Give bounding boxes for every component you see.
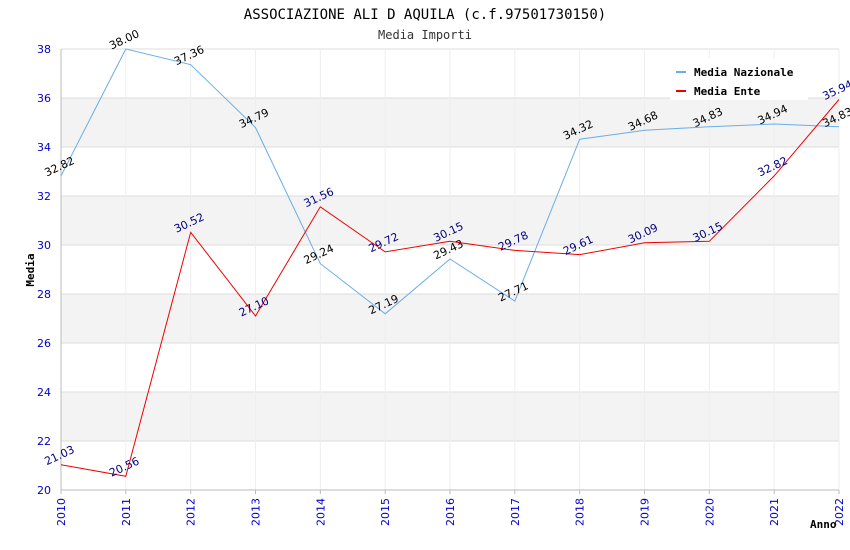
legend: Media Nazionale Media Ente — [670, 58, 808, 100]
y-tick-22: 22 — [37, 435, 51, 448]
x-tick-2017: 2017 — [509, 498, 522, 526]
y-tick-30: 30 — [37, 239, 51, 252]
y-tick-20: 20 — [37, 484, 51, 497]
x-tick-2022: 2022 — [833, 498, 846, 526]
chart-title: ASSOCIAZIONE ALI D AQUILA (c.f.975017301… — [244, 7, 606, 23]
x-axis-label: Anno — [810, 518, 837, 531]
x-tick-2012: 2012 — [185, 498, 198, 526]
legend-label-media-nazionale: Media Nazionale — [694, 66, 794, 79]
x-tick-2019: 2019 — [639, 498, 652, 526]
x-tick-2011: 2011 — [120, 498, 133, 526]
x-tick-2014: 2014 — [314, 498, 327, 526]
y-axis-label: Media — [24, 253, 37, 286]
x-tick-2015: 2015 — [379, 498, 392, 526]
y-tick-34: 34 — [37, 141, 51, 154]
series-lines — [60, 48, 840, 477]
legend-label-media-ente: Media Ente — [694, 85, 761, 98]
x-tick-2020: 2020 — [703, 498, 716, 526]
y-tick-32: 32 — [37, 190, 51, 203]
series-line-media-nazionale — [60, 48, 840, 315]
x-tick-2018: 2018 — [574, 498, 587, 526]
x-tick-labels: 2010 2011 2012 2013 2014 2015 2016 2017 2018 2019… — [55, 498, 846, 526]
y-tick-36: 36 — [37, 92, 51, 105]
y-tick-26: 26 — [37, 337, 51, 350]
x-tick-2010: 2010 — [55, 498, 68, 526]
y-tick-38: 38 — [37, 43, 51, 56]
axes — [60, 49, 840, 494]
y-tick-28: 28 — [37, 288, 51, 301]
x-tick-2013: 2013 — [250, 498, 263, 526]
x-tick-2021: 2021 — [768, 498, 781, 526]
legend-box — [670, 58, 808, 100]
chart-subtitle: Media Importi — [378, 28, 472, 42]
series-line-media-ente — [60, 99, 840, 477]
y-tick-labels: 20 22 24 26 28 30 32 34 36 38 — [37, 43, 51, 497]
y-tick-24: 24 — [37, 386, 51, 399]
x-tick-2016: 2016 — [444, 498, 457, 526]
